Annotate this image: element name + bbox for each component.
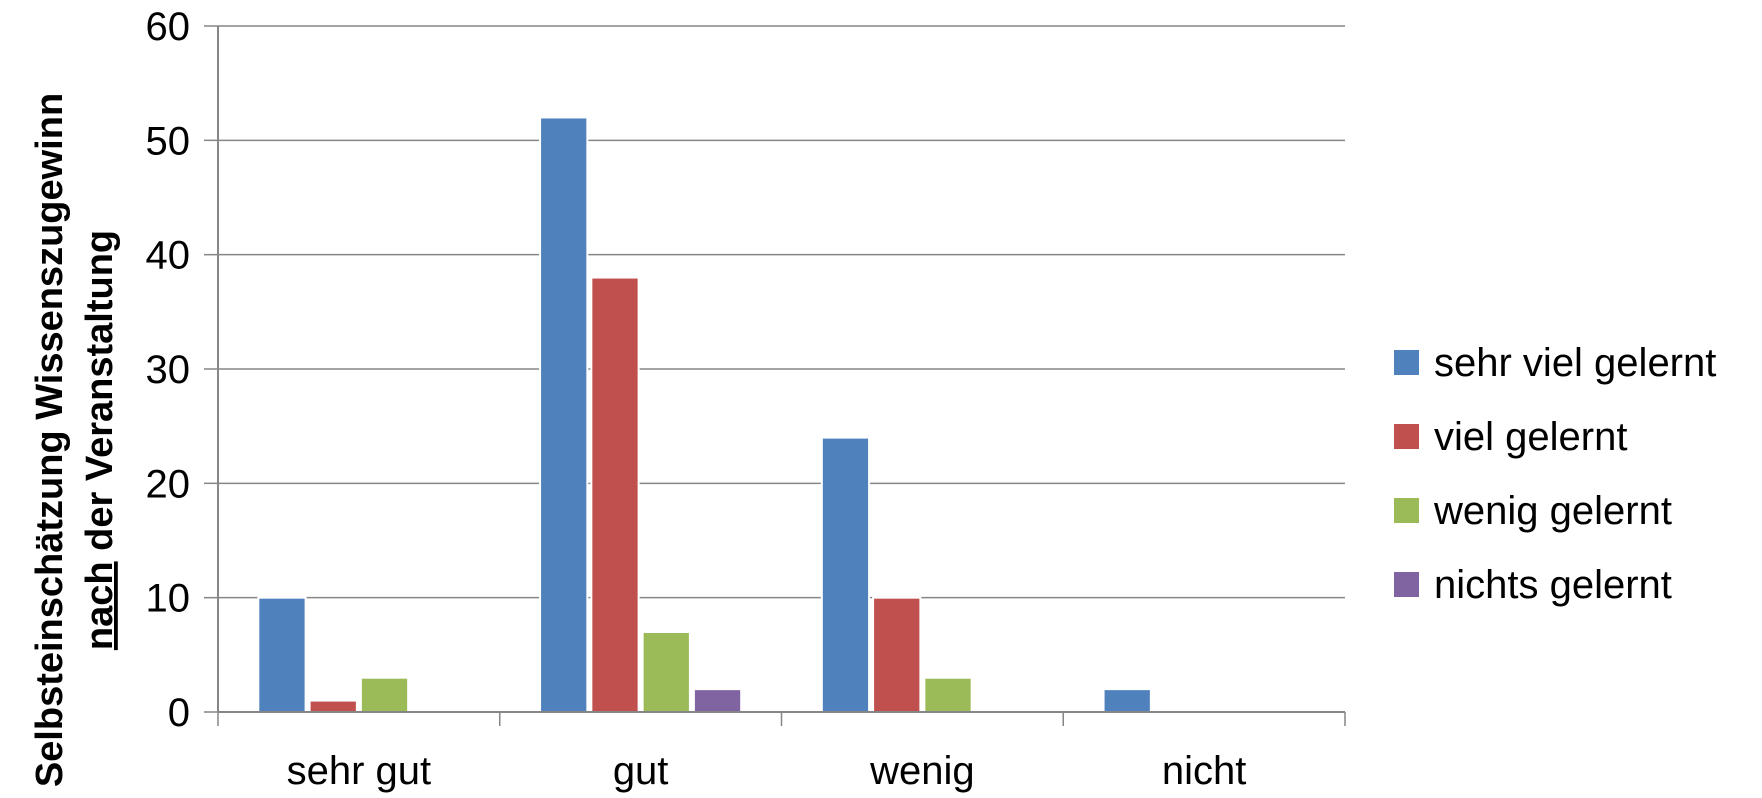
legend: sehr viel gelernt viel gelernt wenig geler…: [1394, 341, 1716, 607]
legend-label: nichts gelernt: [1434, 563, 1672, 607]
x-tick-label: nicht: [1162, 749, 1247, 793]
legend-label: wenig gelernt: [1433, 489, 1672, 533]
bar-sehr-viel-gelernt-sehr-gut: [257, 596, 307, 714]
bar-wenig-gelernt-sehr-gut: [359, 676, 410, 714]
bar-sehr-viel-gelernt-nicht: [1102, 688, 1152, 714]
gridlines: [218, 25, 1345, 599]
bar-viel-gelernt-gut: [590, 276, 640, 713]
y-tick-label: 60: [146, 5, 191, 49]
y-tick-label: 0: [168, 691, 190, 735]
legend-label: viel gelernt: [1434, 415, 1627, 459]
y-axis-ticks: 0 10 20 30 40 50 60: [146, 5, 218, 735]
legend-label: sehr viel gelernt: [1434, 341, 1716, 385]
y-tick-label: 40: [146, 234, 191, 278]
bars: [257, 116, 1152, 714]
bar-nichts-gelernt-gut: [692, 688, 743, 714]
legend-swatch: [1394, 498, 1419, 523]
y-tick-label: 50: [146, 119, 191, 163]
legend-swatch: [1394, 424, 1419, 449]
bar-sehr-viel-gelernt-wenig: [820, 436, 871, 713]
bar-sehr-viel-gelernt-gut: [539, 116, 589, 713]
y-tick-label: 20: [146, 462, 191, 506]
y-tick-label: 30: [146, 348, 191, 392]
bar-wenig-gelernt-wenig: [923, 676, 973, 714]
x-tick-label: wenig: [869, 749, 975, 793]
x-axis-ticks: sehr gut gut wenig nicht: [217, 712, 1346, 793]
bar-wenig-gelernt-gut: [641, 630, 691, 714]
y-axis-label-line1: Selbsteinschätzung Wissenszugewinn: [29, 93, 71, 787]
y-tick-label: 10: [146, 577, 191, 621]
legend-swatch: [1394, 572, 1419, 597]
bar-viel-gelernt-wenig: [872, 596, 922, 714]
y-axis-label-line2: nach der Veranstaltung: [79, 230, 121, 650]
y-axis-label-underlined: nach: [79, 561, 121, 650]
y-axis-label: Selbsteinschätzung Wissenszugewinn nach …: [29, 93, 121, 787]
y-axis-label-rest: der Veranstaltung: [79, 230, 121, 562]
legend-swatch: [1394, 350, 1419, 375]
x-tick-label: sehr gut: [287, 749, 432, 793]
x-tick-label: gut: [613, 749, 669, 793]
bar-viel-gelernt-sehr-gut: [308, 699, 358, 713]
